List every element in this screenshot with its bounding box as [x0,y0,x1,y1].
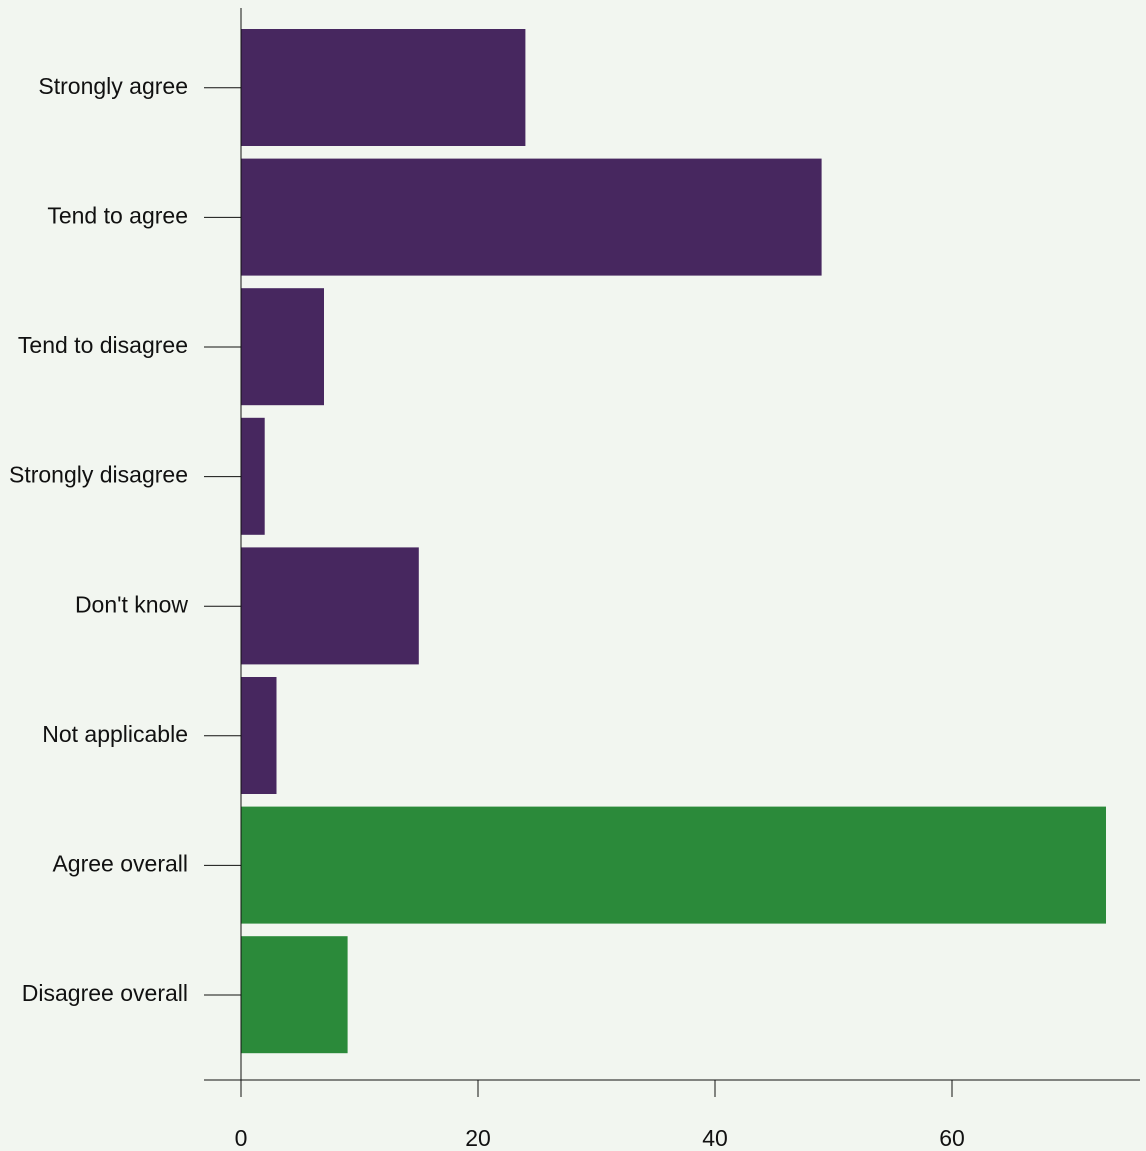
bar-disagree-overall [241,936,348,1054]
bar-tend-to-disagree [241,288,324,406]
y-tick-label: Agree overall [52,850,188,876]
y-tick-label: Tend to agree [47,202,188,228]
y-tick-label: Tend to disagree [18,332,188,358]
bars-layer [241,29,1106,1054]
y-tick-label: Don't know [75,591,188,617]
bar-not-applicable [241,677,277,794]
y-axis-labels: Strongly agree Tend to agree Tend to disag… [9,73,241,1006]
y-tick-label: Strongly agree [38,73,188,99]
x-tick-label: 60 [939,1125,965,1151]
bar-strongly-disagree [241,417,265,535]
x-tick-label: 40 [702,1125,728,1151]
y-tick-label: Not applicable [42,721,188,747]
bar-don-t-know [241,547,419,665]
bar-agree-overall [241,806,1106,924]
axes-layer [204,8,1140,1081]
bar-strongly-agree [241,29,526,146]
x-axis-labels: 0 20 40 60 [235,1080,965,1151]
bar-tend-to-agree [241,158,822,276]
y-tick-label: Strongly disagree [9,462,188,488]
x-tick-label: 0 [235,1125,248,1151]
x-tick-label: 20 [465,1125,491,1151]
y-tick-label: Disagree overall [22,980,188,1006]
